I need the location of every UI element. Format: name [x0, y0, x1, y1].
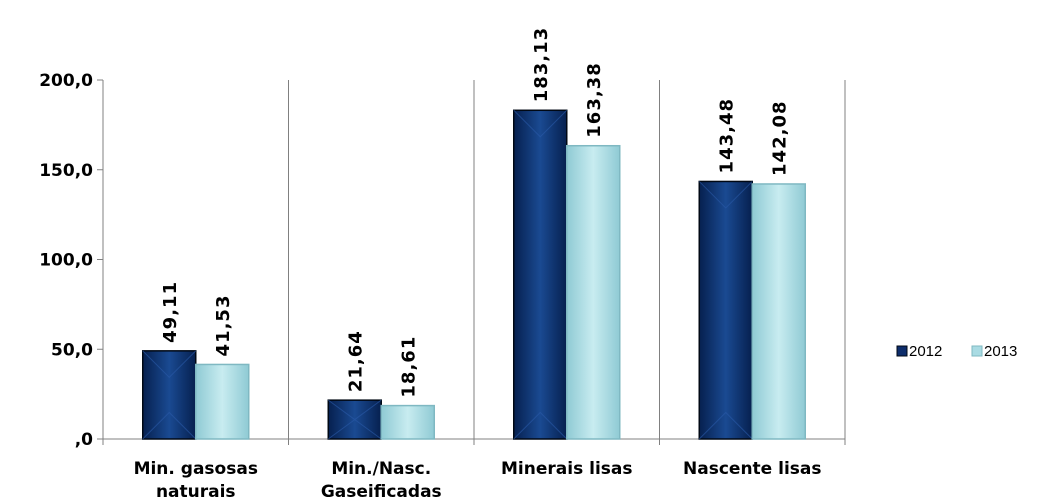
bar-bevel	[142, 350, 197, 440]
data-label: 21,64	[346, 330, 367, 392]
bar-2012-3	[698, 180, 753, 440]
bar-2012-2	[513, 109, 568, 440]
data-label: 143,48	[717, 98, 738, 173]
legend: 2012 2013	[896, 343, 1017, 360]
legend-swatch-2013	[971, 345, 983, 357]
bar-bevel	[327, 399, 382, 440]
legend-swatch-2012	[896, 345, 908, 357]
y-tick-label: 150,0	[39, 161, 93, 181]
x-tick-label: Min./Nasc.	[331, 459, 431, 479]
data-label: 18,61	[399, 336, 420, 398]
bar-2013-3	[751, 183, 806, 440]
x-tick-label: Gaseificadas	[321, 482, 442, 502]
y-tick-label: 200,0	[39, 71, 93, 91]
data-label: 163,38	[584, 62, 605, 137]
bars-group	[142, 109, 806, 440]
chart-axes: ,0 50,0 100,0 150,0 200,0 Min. gasosas naturai…	[39, 71, 845, 502]
x-tick-label: Min. gasosas	[134, 459, 258, 479]
x-tick-label: Minerais lisas	[501, 459, 632, 479]
y-tick-label: ,0	[75, 430, 93, 450]
legend-label-2013: 2013	[984, 343, 1017, 360]
bar-2013-0	[195, 363, 250, 440]
bar-2013-2	[566, 144, 621, 440]
x-tick-label: Nascente lisas	[683, 459, 821, 479]
data-label: 49,11	[160, 281, 181, 343]
data-label: 41,53	[213, 295, 234, 357]
data-label: 183,13	[531, 27, 552, 102]
x-tick-label: naturais	[156, 482, 236, 502]
y-tick-label: 100,0	[39, 251, 93, 271]
bar-bevel	[698, 181, 753, 440]
category-dividers	[102, 80, 846, 445]
bar-2013-1	[380, 404, 435, 440]
bar-bevel	[513, 109, 568, 440]
y-tick-label: 50,0	[51, 340, 93, 360]
legend-label-2012: 2012	[909, 343, 942, 360]
data-label: 142,08	[770, 100, 791, 175]
data-labels-group: 49,11 41,53 21,64 18,61 183,13 163,38 143,48 14…	[160, 27, 791, 398]
bar-2012-0	[142, 350, 197, 440]
